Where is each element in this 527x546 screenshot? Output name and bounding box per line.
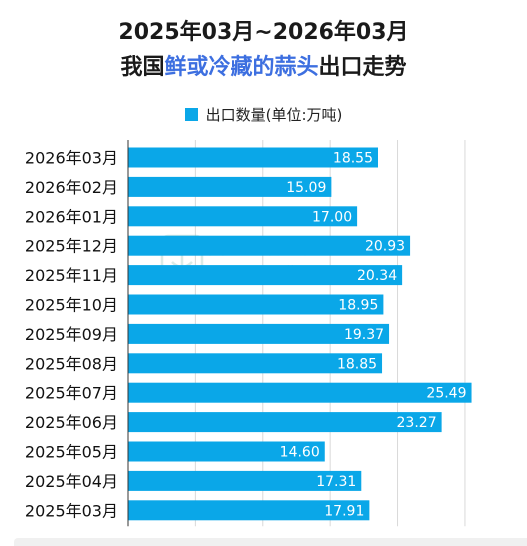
bar xyxy=(128,323,390,344)
y-tick-label: 2025年05月 xyxy=(25,443,118,462)
y-axis-labels: 2026年03月 2026年02月 2026年01月 2025年12月 2025年11月… xyxy=(25,149,118,521)
title-suffix: 出口走势 xyxy=(318,55,407,80)
title-highlight: 鲜或冷藏的蒜头 xyxy=(164,55,319,80)
y-tick-label: 2026年01月 xyxy=(25,207,118,226)
y-tick-label: 2025年03月 xyxy=(25,501,118,520)
bar xyxy=(128,147,378,168)
bar xyxy=(128,265,403,286)
data-label: 20.34 xyxy=(357,268,397,284)
data-label: 20.93 xyxy=(365,239,405,255)
bar xyxy=(128,353,383,374)
legend-swatch xyxy=(184,108,198,121)
data-label: 14.60 xyxy=(280,445,320,461)
chart-legend: 出口数量(单位:万吨) xyxy=(0,104,527,125)
bar xyxy=(128,441,325,462)
y-tick-label: 2025年08月 xyxy=(25,354,118,373)
data-label: 18.55 xyxy=(333,151,373,167)
bar xyxy=(128,470,362,491)
data-labels: 18.55 15.09 17.00 20.93 20.34 18.95 19.37 18.85… xyxy=(280,151,467,520)
y-tick-label: 2025年04月 xyxy=(25,472,118,491)
data-label: 15.09 xyxy=(286,180,326,196)
data-label: 17.00 xyxy=(312,209,352,225)
data-label: 18.85 xyxy=(337,356,377,372)
data-label: 17.91 xyxy=(324,503,364,519)
bar xyxy=(128,176,332,197)
bar xyxy=(128,412,442,433)
data-label: 25.49 xyxy=(426,386,466,402)
chart-title-line2: 我国鲜或冷藏的蒜头出口走势 xyxy=(0,49,527,81)
y-tick-label: 2025年10月 xyxy=(25,296,118,315)
y-tick-label: 2025年07月 xyxy=(25,384,118,403)
bar xyxy=(128,206,358,227)
chart-bars xyxy=(128,147,472,521)
legend-label: 出口数量(单位:万吨) xyxy=(205,106,343,124)
data-label: 19.37 xyxy=(344,327,384,343)
bar xyxy=(128,500,370,521)
y-tick-label: 2025年12月 xyxy=(25,237,118,256)
y-tick-label: 2025年09月 xyxy=(25,325,118,344)
bar xyxy=(128,235,411,256)
data-label: 18.95 xyxy=(338,298,378,314)
data-label: 23.27 xyxy=(397,415,437,431)
title-prefix: 我国 xyxy=(120,55,165,80)
y-tick-label: 2026年02月 xyxy=(25,178,118,197)
bar xyxy=(128,382,472,403)
bar xyxy=(128,294,384,315)
y-tick-label: 2026年03月 xyxy=(25,149,118,168)
chart-title-line1: 2025年03月~2026年03月 xyxy=(118,20,409,45)
y-tick-label: 2025年11月 xyxy=(25,266,118,285)
bottom-panel xyxy=(14,538,527,546)
y-tick-label: 2025年06月 xyxy=(25,413,118,432)
data-label: 17.31 xyxy=(316,474,356,490)
